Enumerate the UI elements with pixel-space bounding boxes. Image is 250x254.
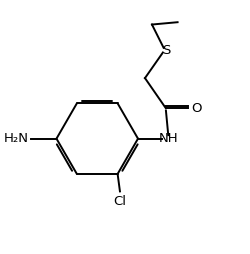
Text: NH: NH <box>158 132 178 145</box>
Text: S: S <box>162 44 170 57</box>
Text: Cl: Cl <box>114 195 126 208</box>
Text: O: O <box>192 102 202 115</box>
Text: H₂N: H₂N <box>4 132 28 145</box>
